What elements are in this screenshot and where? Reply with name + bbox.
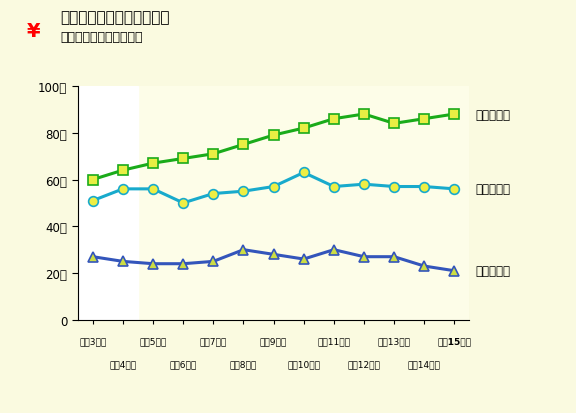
- Text: 平成5年度: 平成5年度: [139, 337, 166, 346]
- Text: 平成13年度: 平成13年度: [378, 337, 411, 346]
- Text: 平成6年度: 平成6年度: [169, 359, 197, 368]
- Text: 平成10年度: 平成10年度: [287, 359, 320, 368]
- Text: 平成15年度: 平成15年度: [437, 337, 471, 346]
- Text: 平成11年度: 平成11年度: [317, 337, 350, 346]
- Text: 平成9年度: 平成9年度: [260, 337, 287, 346]
- Text: （固定資産税・市民税）: （固定資産税・市民税）: [60, 31, 143, 44]
- Text: 平成3年度: 平成3年度: [79, 337, 107, 346]
- Text: 平成14年度: 平成14年度: [408, 359, 441, 368]
- Text: 平成4年度: 平成4年度: [109, 359, 137, 368]
- Text: 平成7年度: 平成7年度: [200, 337, 227, 346]
- Text: 個人市民税: 個人市民税: [475, 183, 510, 196]
- Bar: [78, 87, 138, 320]
- Text: 固定資産税: 固定資産税: [475, 108, 510, 121]
- Text: 法人市民税: 法人市民税: [475, 265, 510, 278]
- Text: ¥: ¥: [26, 21, 40, 40]
- Text: 平成8年度: 平成8年度: [230, 359, 257, 368]
- Text: 市税の収入のうつりかわり: 市税の収入のうつりかわり: [60, 10, 170, 25]
- Text: 平成12年度: 平成12年度: [347, 359, 380, 368]
